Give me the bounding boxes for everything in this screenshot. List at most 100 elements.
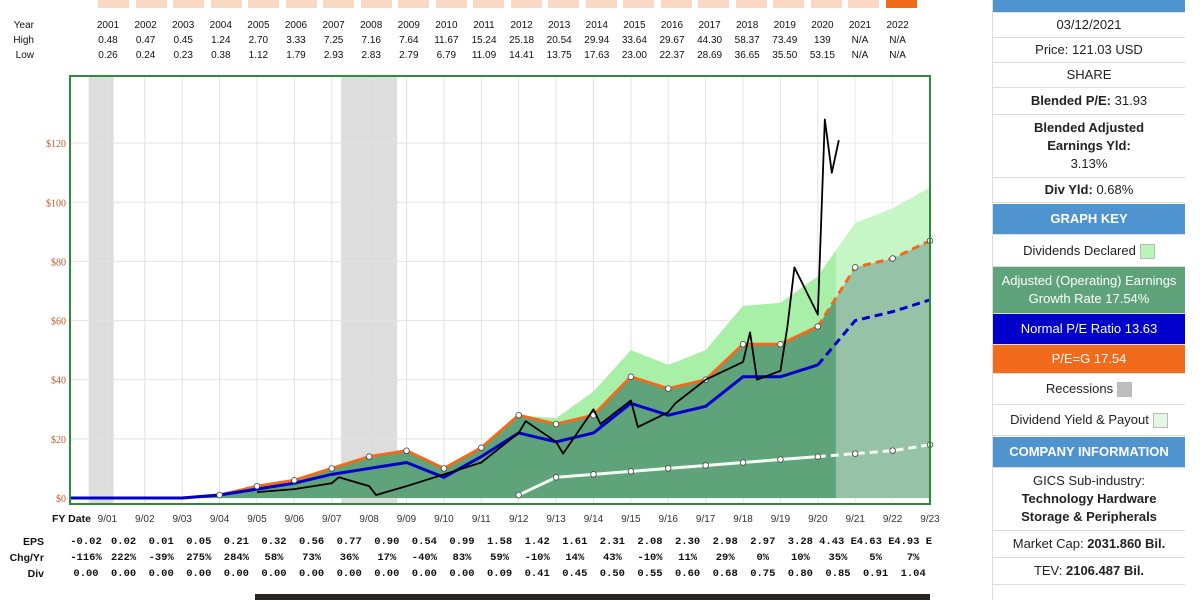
data-point <box>777 456 784 463</box>
table-cell: 13.75 <box>546 50 572 61</box>
table-cell: 4.63 E <box>856 536 895 548</box>
top-strip-tab[interactable] <box>885 0 917 8</box>
table-cell: 0.32 <box>261 536 287 548</box>
x-tick-label: 9/15 <box>621 514 641 525</box>
table-cell: 0.99 <box>449 536 475 548</box>
table-cell: 0.90 <box>374 536 400 548</box>
top-strip-tab[interactable] <box>135 0 167 8</box>
table-cell: 0.00 <box>261 568 287 580</box>
market-cap-label: Market Cap: <box>1012 536 1084 551</box>
top-strip-tab[interactable] <box>698 0 729 8</box>
key-earnings[interactable]: Adjusted (Operating) Earnings Growth Rat… <box>993 267 1185 314</box>
table-cell: 0.45 <box>562 568 588 580</box>
table-cell: 14% <box>565 552 585 564</box>
table-cell: N/A <box>889 50 906 61</box>
table-cell: 2005 <box>247 20 270 31</box>
top-strip-tab[interactable] <box>660 0 692 8</box>
top-strip-tab[interactable] <box>810 0 842 8</box>
row-label: EPS <box>22 536 44 548</box>
table-cell: 0.00 <box>298 568 325 580</box>
top-strip-tab[interactable] <box>848 0 879 8</box>
div-yld-value: 0.68% <box>1096 182 1134 197</box>
panel-market-cap: Market Cap: 2031.860 Bil. <box>993 531 1185 558</box>
key-peg[interactable]: P/E=G 17.54 <box>993 345 1185 374</box>
top-strip-tab[interactable] <box>210 0 242 8</box>
table-cell: 73% <box>302 552 322 564</box>
top-header-strip <box>95 0 930 8</box>
data-point <box>814 323 822 330</box>
key-yield[interactable]: Dividend Yield & Payout <box>993 405 1185 436</box>
data-point <box>216 491 223 499</box>
table-cell: 2010 <box>435 20 458 31</box>
table-cell: 0.38 <box>211 50 231 61</box>
table-cell: 2004 <box>209 20 232 31</box>
table-cell: 20.54 <box>546 35 572 46</box>
top-strip-tab[interactable] <box>173 0 204 8</box>
table-cell: 2.31 <box>599 536 625 548</box>
table-cell: 0.91 <box>862 568 889 580</box>
earnings-area <box>70 240 930 498</box>
top-strip-tab[interactable] <box>773 0 804 8</box>
top-strip-tab[interactable] <box>98 0 129 8</box>
top-strip-tab[interactable] <box>285 0 317 8</box>
table-cell: 7.16 <box>361 35 381 46</box>
table-cell: 6.79 <box>436 50 457 61</box>
table-cell: 1.79 <box>286 50 306 61</box>
table-cell: 0.00 <box>411 568 437 580</box>
table-cell: 3.33 <box>286 35 306 46</box>
top-strip-tab[interactable] <box>323 0 354 8</box>
top-strip-tab[interactable] <box>623 0 654 8</box>
row-label: Year <box>13 20 34 31</box>
key-recessions[interactable]: Recessions <box>993 374 1185 405</box>
key-dividends[interactable]: Dividends Declared <box>993 236 1185 267</box>
top-strip-tab[interactable] <box>398 0 429 8</box>
row-label: Low <box>15 50 34 61</box>
data-point <box>253 482 261 490</box>
top-strip-tab[interactable] <box>435 0 467 8</box>
data-point <box>852 450 859 457</box>
top-strip-tab[interactable] <box>735 0 767 8</box>
x-tick-label: 9/09 <box>397 514 417 525</box>
x-tick-label: 9/23 <box>920 514 940 525</box>
blended-pe-value: 31.93 <box>1114 93 1148 108</box>
panel-blended-yield: Blended Adjusted Earnings Yld: 3.13% <box>993 115 1185 178</box>
table-cell: 0.24 <box>135 50 156 61</box>
table-cell: 0.50 <box>599 568 625 580</box>
top-strip-tab[interactable] <box>248 0 279 8</box>
table-cell: 1.58 <box>486 536 513 548</box>
market-cap-value: 2031.860 Bil. <box>1087 536 1166 551</box>
table-cell: 0.00 <box>148 568 174 580</box>
blended-yield-label: Blended Adjusted Earnings Yld: <box>1033 120 1145 153</box>
blended-pe-label: Blended P/E: <box>1030 93 1111 108</box>
table-cell: 2009 <box>397 20 420 31</box>
table-cell: 0.09 <box>486 568 513 580</box>
table-cell: -0.02 <box>70 536 102 548</box>
row-label: Chg/Yr <box>9 552 44 564</box>
company-info-header: COMPANY INFORMATION <box>993 437 1185 468</box>
table-cell: 2020 <box>811 20 834 31</box>
x-tick-label: 9/19 <box>771 514 791 525</box>
x-tick-label: 9/20 <box>808 514 828 525</box>
table-cell: 29% <box>715 552 735 564</box>
data-point <box>365 453 373 460</box>
table-cell: 2.70 <box>248 35 269 46</box>
top-strip-tab[interactable] <box>473 0 504 8</box>
top-strip-tab[interactable] <box>548 0 579 8</box>
table-cell: 0.55 <box>637 568 663 580</box>
top-strip-tab[interactable] <box>585 0 617 8</box>
data-point <box>440 465 448 472</box>
estimate-overlay <box>835 76 930 504</box>
top-strip-tab[interactable] <box>360 0 392 8</box>
table-cell: 11.09 <box>471 50 497 61</box>
div-yld-label: Div Yld: <box>1044 182 1093 197</box>
panel-share-link[interactable]: SHARE <box>993 63 1185 88</box>
table-cell: 0.02 <box>110 536 137 548</box>
key-normal-pe[interactable]: Normal P/E Ratio 13.63 <box>993 314 1185 345</box>
table-cell: 36% <box>339 552 359 564</box>
table-cell: 2008 <box>360 20 383 31</box>
top-strip-tab[interactable] <box>510 0 542 8</box>
table-cell: 2014 <box>585 20 608 31</box>
x-tick-label: 9/14 <box>584 514 604 525</box>
table-cell: 2017 <box>698 20 721 31</box>
table-cell: 1.12 <box>248 50 269 61</box>
